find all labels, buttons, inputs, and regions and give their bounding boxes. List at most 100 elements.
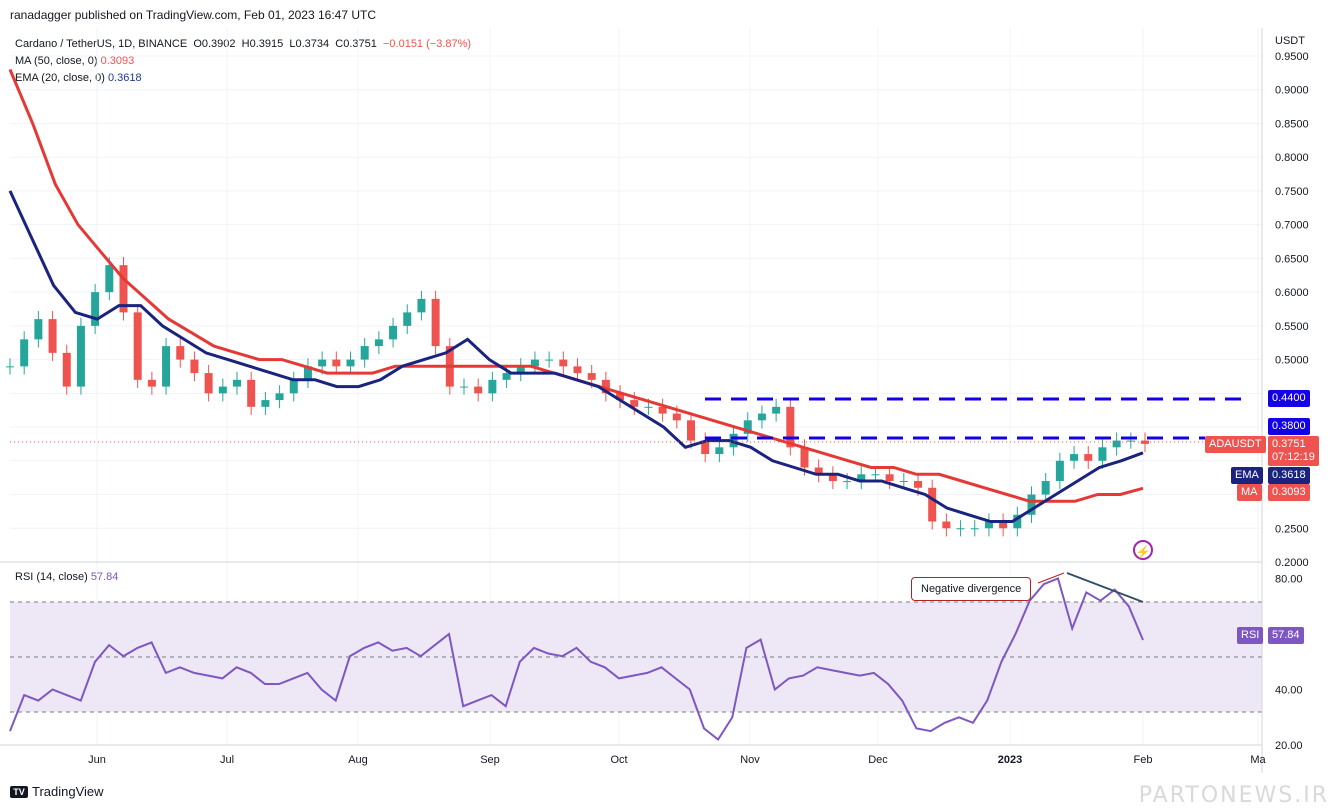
candle-body	[233, 379, 241, 387]
price-tick-label: 0.5000	[1275, 355, 1309, 367]
time-tick-label: Ma	[1250, 754, 1266, 766]
ema-legend-label: EMA (20, close, 0)	[15, 72, 105, 84]
ma-legend-value: 0.3093	[100, 55, 135, 67]
candle-body	[843, 481, 852, 483]
chart-legend: Cardano / TetherUS, 1D, BINANCE O0.3902 …	[15, 36, 471, 87]
price-tick-label: 0.2500	[1275, 523, 1309, 535]
divergence-pointer	[1037, 572, 1065, 584]
time-tick-label: Jun	[88, 754, 106, 766]
candles	[6, 257, 1149, 537]
price-tick-label: 0.8000	[1275, 152, 1309, 164]
candle-body	[899, 481, 908, 483]
ema-tag: EMA	[1231, 467, 1263, 484]
adausdt-tag: ADAUSDT	[1205, 436, 1266, 453]
time-axis[interactable]: Jun Jul Aug Sep Oct Nov Dec 2023 Feb Ma	[88, 754, 1266, 766]
tradingview-logo[interactable]: TV TradingView	[10, 784, 104, 799]
candle-body	[1141, 440, 1149, 444]
candle-body	[1112, 440, 1121, 448]
tradingview-logo-text: TradingView	[32, 784, 104, 799]
candle-body	[715, 447, 724, 455]
ma-tag: MA	[1237, 484, 1262, 501]
ma-legend-row[interactable]: MA (50, close, 0) 0.3093	[15, 53, 471, 70]
candle-body	[190, 359, 199, 374]
candle-body	[559, 359, 568, 367]
candle-body	[885, 474, 894, 482]
candle-body	[516, 366, 525, 374]
ohlc-open: O0.3902	[193, 38, 236, 50]
candle-body	[658, 406, 667, 414]
candle-body	[999, 521, 1008, 529]
candle-body	[1013, 514, 1022, 529]
candle-body	[914, 481, 922, 488]
candle-body	[1041, 481, 1050, 495]
time-tick-label: Sep	[480, 754, 500, 766]
ma-price-label: 0.3093	[1268, 484, 1310, 501]
candle-body	[417, 298, 426, 313]
time-tick-label: 2023	[998, 754, 1022, 766]
candle-body	[772, 406, 781, 414]
candle-body	[91, 292, 100, 326]
candle-body	[332, 359, 341, 367]
price-tick-label: 0.2000	[1275, 557, 1309, 569]
candle-body	[701, 440, 710, 455]
candle-body	[247, 379, 256, 407]
candle-body	[928, 487, 937, 522]
candle-body	[474, 386, 483, 394]
ohlc-high: H0.3915	[241, 38, 284, 50]
candle-body	[587, 373, 596, 380]
ma-legend-label: MA (50, close, 0)	[15, 55, 98, 67]
watermark: PARTONEWS.IR	[1138, 783, 1329, 808]
ema-legend-row[interactable]: EMA (20, close, 0) 0.3618	[15, 70, 471, 87]
price-chart[interactable]: 0.9500 0.9000 0.8500 0.8000 0.7500 0.7000 0.65…	[0, 28, 1343, 778]
price-tick-label: 0.5500	[1275, 321, 1309, 333]
rsi-legend[interactable]: RSI (14, close) 57.84	[15, 571, 118, 583]
candle-body	[20, 339, 29, 367]
candle-body	[261, 400, 270, 407]
footer: TV TradingView PARTONEWS.IR	[0, 780, 1343, 809]
candle-body	[218, 386, 227, 394]
candle-body	[105, 265, 114, 293]
candle-body	[389, 325, 398, 340]
price-tick-label: 0.6500	[1275, 253, 1309, 265]
time-tick-label: Feb	[1134, 754, 1153, 766]
candle-body	[970, 528, 979, 530]
lightning-icon[interactable]: ⚡	[1133, 540, 1153, 560]
candle-body	[573, 366, 582, 374]
candle-body	[1084, 454, 1093, 461]
candle-body	[687, 420, 695, 441]
candle-body	[956, 528, 965, 530]
candle-body	[374, 339, 383, 347]
rsi-tick-label: 20.00	[1275, 740, 1303, 752]
candle-body	[672, 413, 681, 421]
time-tick-label: Oct	[610, 754, 627, 766]
level-0380-label: 0.3800	[1268, 418, 1310, 435]
candle-body	[942, 521, 951, 529]
candle-body	[502, 373, 511, 380]
ema-legend-value: 0.3618	[107, 72, 142, 84]
candle-body	[133, 312, 142, 380]
candle-body	[786, 406, 795, 448]
candle-body	[814, 467, 823, 475]
candle-body	[1070, 454, 1079, 461]
price-change: −0.0151 (−3.87%)	[382, 38, 472, 50]
publisher-line: ranadagger published on TradingView.com,…	[10, 8, 377, 22]
candle-body	[1055, 460, 1064, 482]
candle-body	[76, 325, 85, 387]
price-axis-unit: USDT	[1275, 35, 1305, 47]
time-tick-label: Aug	[348, 754, 368, 766]
candle-body	[1027, 494, 1036, 515]
top-bar: ranadagger published on TradingView.com,…	[0, 0, 1343, 28]
price-tick-label: 0.7500	[1275, 186, 1309, 198]
candle-body	[62, 352, 71, 387]
ema-price-label: 0.3618	[1268, 467, 1310, 484]
candle-body	[431, 298, 440, 347]
symbol-title[interactable]: Cardano / TetherUS, 1D, BINANCE	[15, 38, 188, 50]
candle-body	[48, 319, 57, 353]
candle-body	[644, 406, 653, 408]
candle-body	[601, 379, 610, 394]
candle-body	[800, 447, 809, 468]
candle-body	[828, 474, 837, 482]
candle-body	[346, 359, 355, 367]
time-tick-label: Jul	[220, 754, 234, 766]
